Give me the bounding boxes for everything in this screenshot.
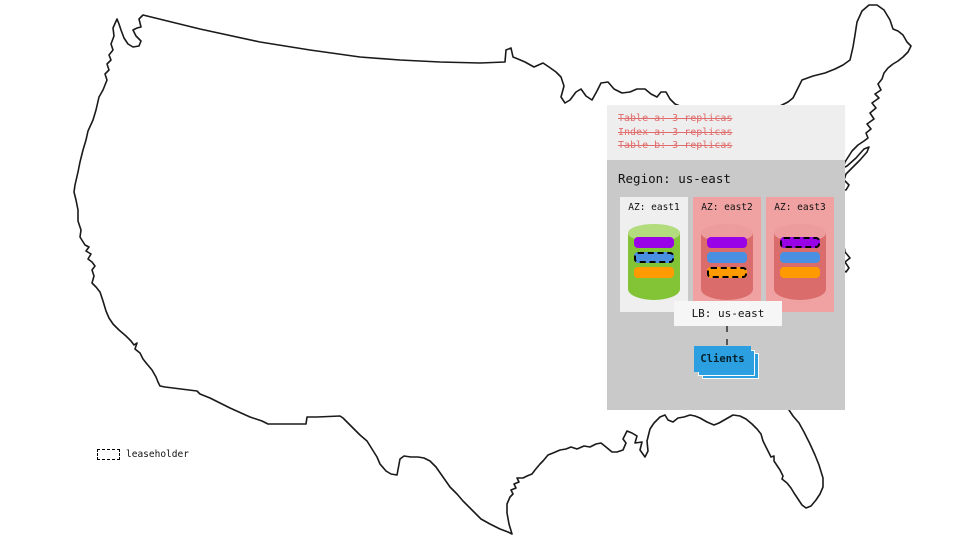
replica-bar	[707, 267, 747, 278]
clients-box: Clients	[694, 346, 751, 372]
lb-clients-connector	[726, 326, 728, 345]
replica-config-annotation: Table a: 3 replicas Index a: 3 replicas …	[607, 105, 845, 160]
clients-stack: Clients	[694, 346, 764, 384]
replica-bar	[780, 237, 820, 248]
replica-bar	[780, 252, 820, 263]
leaseholder-dashed-icon	[97, 449, 120, 460]
region-title: Region: us-east	[618, 171, 731, 186]
replica-bar	[707, 237, 747, 248]
replica-bar	[634, 237, 674, 248]
replica-bars	[634, 237, 674, 278]
load-balancer-box: LB: us-east	[674, 301, 782, 326]
replica-bar	[707, 252, 747, 263]
annotation-line: Table b: 3 replicas	[618, 140, 733, 151]
replica-bars	[707, 237, 747, 278]
replica-bar	[780, 267, 820, 278]
az-box-east2: AZ: east2	[693, 197, 761, 312]
database-cylinder-icon	[628, 224, 680, 300]
replica-bar	[634, 252, 674, 263]
annotation-line: Table a: 3 replicas	[618, 113, 733, 124]
az-label: AZ: east1	[628, 202, 680, 213]
leaseholder-legend: leaseholder	[97, 449, 189, 460]
replica-bar	[634, 267, 674, 278]
annotation-line: Index a: 3 replicas	[618, 126, 733, 138]
az-label: AZ: east3	[774, 202, 826, 213]
az-box-east3: AZ: east3	[766, 197, 834, 312]
region-panel: Region: us-east AZ: east1 AZ: east2	[607, 160, 845, 410]
replica-bars	[780, 237, 820, 278]
leaseholder-legend-label: leaseholder	[126, 449, 189, 460]
database-cylinder-icon	[701, 224, 753, 300]
az-row: AZ: east1 AZ: east2	[620, 197, 834, 312]
database-cylinder-icon	[774, 224, 826, 300]
az-label: AZ: east2	[701, 202, 753, 213]
az-box-east1: AZ: east1	[620, 197, 688, 312]
